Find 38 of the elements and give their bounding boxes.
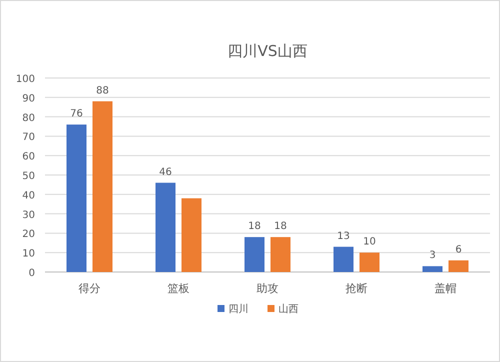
data-label: 18 bbox=[274, 221, 287, 232]
y-tick-label: 40 bbox=[22, 190, 35, 202]
data-label: 10 bbox=[363, 236, 376, 248]
y-tick-label: 10 bbox=[22, 248, 35, 260]
bar bbox=[360, 252, 380, 272]
data-label: 76 bbox=[70, 108, 83, 120]
y-tick-label: 50 bbox=[22, 171, 35, 182]
data-label: 3 bbox=[429, 250, 436, 262]
data-label: 88 bbox=[96, 85, 109, 96]
data-label: 6 bbox=[455, 244, 462, 256]
bar bbox=[156, 182, 176, 272]
legend-label: 山西 bbox=[278, 303, 298, 315]
y-tick-label: 30 bbox=[22, 210, 35, 221]
legend-label: 四川 bbox=[228, 303, 248, 315]
bar bbox=[244, 237, 264, 272]
bar bbox=[270, 237, 290, 272]
y-tick-label: 70 bbox=[22, 132, 35, 144]
x-tick-label: 盖帽 bbox=[434, 282, 456, 295]
bar bbox=[66, 124, 86, 272]
data-label: 46 bbox=[159, 166, 172, 178]
x-tick-label: 篮板 bbox=[168, 282, 190, 295]
x-tick-label: 抢断 bbox=[346, 282, 368, 295]
data-label: 18 bbox=[248, 221, 261, 232]
bar bbox=[92, 101, 112, 272]
bar bbox=[182, 198, 202, 272]
y-tick-label: 90 bbox=[22, 93, 35, 104]
x-tick-label: 助攻 bbox=[256, 282, 278, 295]
bar bbox=[422, 266, 442, 272]
y-tick-label: 80 bbox=[22, 112, 35, 124]
data-label: 13 bbox=[337, 230, 350, 242]
chart-title: 四川VS山西 bbox=[228, 42, 308, 60]
y-tick-label: 60 bbox=[22, 152, 35, 163]
y-tick-label: 0 bbox=[28, 268, 35, 279]
bar bbox=[334, 246, 354, 272]
y-tick-label: 100 bbox=[16, 74, 35, 85]
y-tick-label: 20 bbox=[22, 229, 35, 240]
x-tick-label: 得分 bbox=[78, 282, 100, 295]
bar bbox=[448, 260, 468, 272]
